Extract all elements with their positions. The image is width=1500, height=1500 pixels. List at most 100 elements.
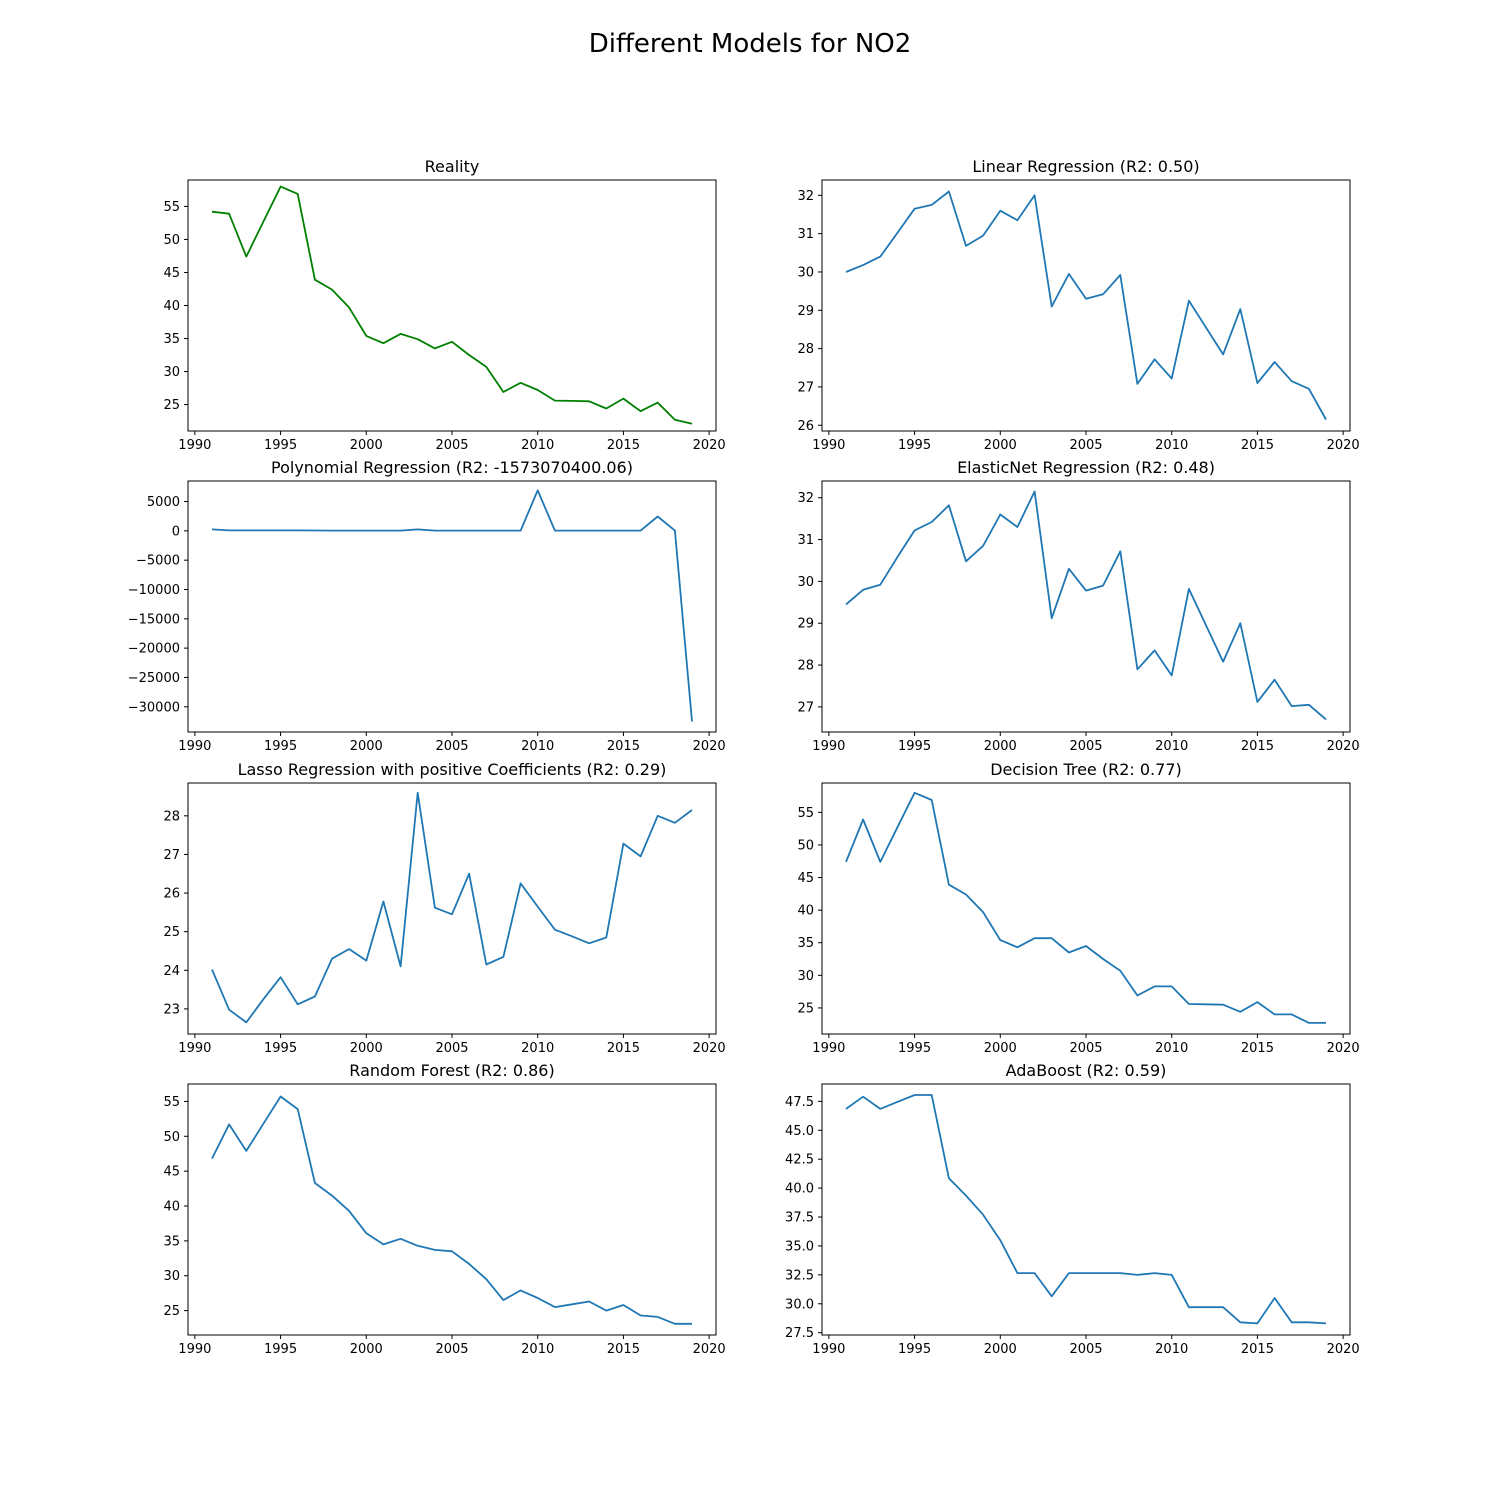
x-tick-label: 2010 <box>521 438 554 453</box>
series-line <box>845 190 1327 420</box>
axes-frame <box>821 179 1351 432</box>
subplot-1: Reality 1990 1995 2000 2005 2010 2015 2020 25 30 3… <box>163 157 725 453</box>
y-tick-label: 23 <box>163 1002 180 1017</box>
y-tick-label: −25000 <box>128 671 180 686</box>
series-line <box>845 1094 1327 1325</box>
y-tick-label: 37.5 <box>785 1211 814 1226</box>
y-tick-label: 40 <box>163 299 180 314</box>
series-line <box>211 1095 692 1325</box>
x-tick-label: 2020 <box>1327 1041 1360 1056</box>
x-tick-label: 2000 <box>984 1342 1017 1357</box>
x-tick-label: 2015 <box>1241 438 1274 453</box>
x-tick-label: 2005 <box>435 438 468 453</box>
x-tick-label: 2010 <box>521 739 554 754</box>
y-tick-label: 25 <box>163 925 180 940</box>
subplot-title: ElasticNet Regression (R2: 0.48) <box>957 458 1215 477</box>
subplot-8: AdaBoost (R2: 0.59) 1990 1995 2000 2005 2010 2… <box>785 1061 1360 1357</box>
x-tick-label: 2015 <box>607 1342 640 1357</box>
x-tick-label: 2020 <box>693 739 726 754</box>
y-tick-label: 31 <box>797 533 814 548</box>
y-tick-label: 40 <box>797 904 814 919</box>
x-tick-label: 1995 <box>898 1041 931 1056</box>
x-tick-label: 2005 <box>1069 1041 1102 1056</box>
y-tick-label: 35.0 <box>785 1239 814 1254</box>
y-tick-label: 45 <box>163 266 180 281</box>
y-tick-label: 27 <box>797 380 814 395</box>
x-tick-label: 1995 <box>264 739 297 754</box>
subplot-title: Random Forest (R2: 0.86) <box>349 1061 554 1080</box>
subplot-title: Lasso Regression with positive Coefficie… <box>238 760 667 779</box>
y-tick-label: 26 <box>797 419 814 434</box>
y-tick-label: 25 <box>163 1304 180 1319</box>
series-line <box>211 489 693 722</box>
x-tick-label: 1990 <box>178 739 211 754</box>
y-tick-label: 25 <box>797 1001 814 1016</box>
y-tick-label: 55 <box>797 806 814 821</box>
subplot-title: Decision Tree (R2: 0.77) <box>990 760 1182 779</box>
y-tick-label: 28 <box>797 342 814 357</box>
y-tick-label: 30 <box>797 969 814 984</box>
x-tick-label: 2010 <box>1155 1041 1188 1056</box>
y-tick-label: 55 <box>163 200 180 215</box>
axes-frame <box>187 480 717 733</box>
x-tick-label: 1995 <box>264 1041 297 1056</box>
y-tick-label: 31 <box>797 227 814 242</box>
y-tick-label: −30000 <box>128 700 180 715</box>
y-tick-label: 42.5 <box>785 1153 814 1168</box>
x-tick-label: 2000 <box>350 1041 383 1056</box>
x-tick-label: 1990 <box>178 1041 211 1056</box>
y-tick-label: 0 <box>172 524 180 539</box>
y-tick-label: 50 <box>163 1130 180 1145</box>
x-tick-label: 1990 <box>178 1342 211 1357</box>
x-tick-label: 1990 <box>812 438 845 453</box>
y-tick-label: 40 <box>163 1200 180 1215</box>
subplot-4: ElasticNet Regression (R2: 0.48) 1990 1995… <box>797 458 1359 754</box>
x-tick-label: 2005 <box>435 1342 468 1357</box>
y-tick-label: 30 <box>797 265 814 280</box>
x-tick-label: 1990 <box>812 1342 845 1357</box>
x-tick-label: 2015 <box>607 739 640 754</box>
subplot-title: Polynomial Regression (R2: -1573070400.0… <box>271 458 633 477</box>
y-tick-label: 35 <box>163 332 180 347</box>
series-line <box>211 185 693 425</box>
x-tick-label: 2015 <box>1241 1342 1274 1357</box>
x-tick-label: 2015 <box>607 1041 640 1056</box>
x-tick-label: 2015 <box>1241 1041 1274 1056</box>
x-tick-label: 2015 <box>1241 739 1274 754</box>
x-tick-label: 2010 <box>1155 438 1188 453</box>
x-tick-label: 2010 <box>1155 1342 1188 1357</box>
y-tick-label: 26 <box>163 887 180 902</box>
x-tick-label: 2000 <box>350 739 383 754</box>
y-tick-label: 27 <box>797 700 814 715</box>
y-tick-label: 45.0 <box>785 1124 814 1139</box>
subplot-2: Linear Regression (R2: 0.50) 1990 1995 2000… <box>797 157 1359 453</box>
x-tick-label: 2000 <box>350 1342 383 1357</box>
y-tick-label: 30 <box>163 365 180 380</box>
y-tick-label: 5000 <box>147 495 180 510</box>
x-tick-label: 2005 <box>1069 739 1102 754</box>
x-tick-label: 1995 <box>264 1342 297 1357</box>
y-tick-label: 47.5 <box>785 1095 814 1110</box>
y-tick-label: 28 <box>797 659 814 674</box>
x-tick-label: 1990 <box>812 739 845 754</box>
x-tick-label: 2000 <box>984 739 1017 754</box>
y-tick-label: 27.5 <box>785 1326 814 1341</box>
series-line <box>845 791 1326 1024</box>
y-tick-label: 32.5 <box>785 1268 814 1283</box>
y-tick-label: 25 <box>163 398 180 413</box>
axes-frame <box>187 179 717 432</box>
subplot-6: Decision Tree (R2: 0.77) 1990 1995 2000 2005… <box>797 760 1359 1056</box>
y-tick-label: 32 <box>797 189 814 204</box>
subplot-3: Polynomial Regression (R2: -1573070400.0… <box>128 458 726 754</box>
axes-frame <box>821 1083 1351 1336</box>
x-tick-label: 1995 <box>264 438 297 453</box>
x-tick-label: 2005 <box>435 1041 468 1056</box>
x-tick-label: 2020 <box>693 438 726 453</box>
x-tick-label: 1990 <box>812 1041 845 1056</box>
series-line <box>845 490 1327 721</box>
y-tick-label: 40.0 <box>785 1182 814 1197</box>
axes-frame <box>821 782 1351 1035</box>
x-tick-label: 2020 <box>693 1342 726 1357</box>
axes-frame <box>187 1083 717 1336</box>
x-tick-label: 1995 <box>898 438 931 453</box>
